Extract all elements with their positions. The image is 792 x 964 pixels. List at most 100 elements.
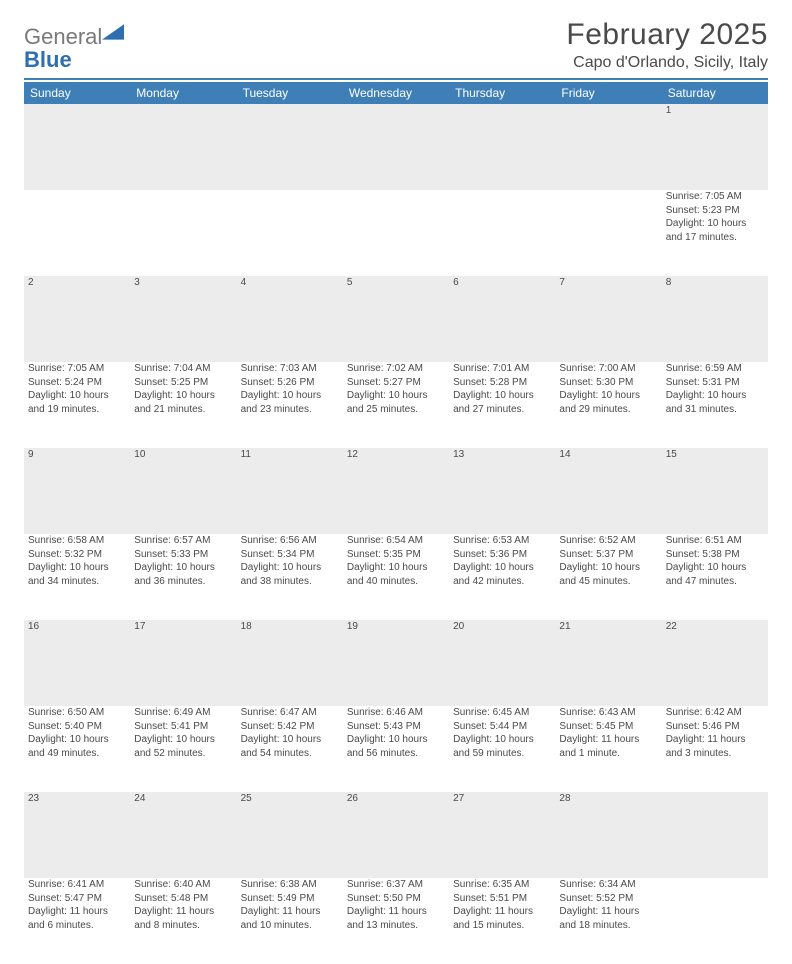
- week-row: Sunrise: 6:58 AMSunset: 5:32 PMDaylight:…: [24, 534, 768, 620]
- week-row: Sunrise: 6:50 AMSunset: 5:40 PMDaylight:…: [24, 706, 768, 792]
- daylight-text: Daylight: 10 hours: [28, 733, 126, 747]
- day-cell: Sunrise: 6:40 AMSunset: 5:48 PMDaylight:…: [130, 878, 236, 964]
- sunrise-text: Sunrise: 6:41 AM: [28, 878, 126, 892]
- sunset-text: Sunset: 5:45 PM: [559, 720, 657, 734]
- sunset-text: Sunset: 5:35 PM: [347, 548, 445, 562]
- day-number-cell: 7: [555, 276, 661, 362]
- daylight-text: Daylight: 10 hours: [134, 733, 232, 747]
- day-number-cell: [237, 104, 343, 190]
- daylight-text: Daylight: 10 hours: [241, 389, 339, 403]
- day-number: 12: [347, 449, 358, 460]
- day-number-cell: [449, 104, 555, 190]
- sunrise-text: Sunrise: 6:51 AM: [666, 534, 764, 548]
- sunset-text: Sunset: 5:47 PM: [28, 892, 126, 906]
- sunset-text: Sunset: 5:50 PM: [347, 892, 445, 906]
- daylight-text: and 31 minutes.: [666, 403, 764, 417]
- daylight-text: Daylight: 11 hours: [453, 905, 551, 919]
- daynum-row: 2345678: [24, 276, 768, 362]
- day-number: 6: [453, 277, 459, 288]
- daylight-text: and 59 minutes.: [453, 747, 551, 761]
- day-number: 17: [134, 621, 145, 632]
- day-cell: Sunrise: 7:04 AMSunset: 5:25 PMDaylight:…: [130, 362, 236, 448]
- daylight-text: Daylight: 10 hours: [453, 389, 551, 403]
- day-number-cell: 5: [343, 276, 449, 362]
- weekday-header: Monday: [130, 82, 236, 104]
- day-number-cell: 8: [662, 276, 768, 362]
- day-number-cell: 27: [449, 792, 555, 878]
- day-cell: Sunrise: 6:56 AMSunset: 5:34 PMDaylight:…: [237, 534, 343, 620]
- day-number: 20: [453, 621, 464, 632]
- day-number-cell: 20: [449, 620, 555, 706]
- sunrise-text: Sunrise: 7:05 AM: [28, 362, 126, 376]
- day-number: 13: [453, 449, 464, 460]
- daylight-text: and 56 minutes.: [347, 747, 445, 761]
- sunrise-text: Sunrise: 6:50 AM: [28, 706, 126, 720]
- daylight-text: and 42 minutes.: [453, 575, 551, 589]
- daylight-text: and 34 minutes.: [28, 575, 126, 589]
- daylight-text: Daylight: 10 hours: [347, 733, 445, 747]
- sunset-text: Sunset: 5:38 PM: [666, 548, 764, 562]
- day-number: 10: [134, 449, 145, 460]
- day-number: 25: [241, 793, 252, 804]
- sunset-text: Sunset: 5:24 PM: [28, 376, 126, 390]
- day-number-cell: 23: [24, 792, 130, 878]
- daylight-text: and 15 minutes.: [453, 919, 551, 933]
- day-cell: Sunrise: 6:37 AMSunset: 5:50 PMDaylight:…: [343, 878, 449, 964]
- sunset-text: Sunset: 5:27 PM: [347, 376, 445, 390]
- sunrise-text: Sunrise: 7:00 AM: [559, 362, 657, 376]
- sunset-text: Sunset: 5:23 PM: [666, 204, 764, 218]
- daylight-text: Daylight: 10 hours: [134, 389, 232, 403]
- sunrise-text: Sunrise: 6:52 AM: [559, 534, 657, 548]
- week-row: Sunrise: 6:41 AMSunset: 5:47 PM Daylight:…: [24, 878, 768, 964]
- day-cell: Sunrise: 6:34 AMSunset: 5:52 PMDaylight:…: [555, 878, 661, 964]
- daylight-text: and 27 minutes.: [453, 403, 551, 417]
- sunrise-text: Sunrise: 6:53 AM: [453, 534, 551, 548]
- day-number: 11: [241, 449, 251, 460]
- daylight-text: Daylight: 10 hours: [134, 561, 232, 575]
- brand-logo: General Blue: [24, 18, 124, 71]
- weekday-header: Tuesday: [237, 82, 343, 104]
- sunset-text: Sunset: 5:25 PM: [134, 376, 232, 390]
- day-cell: [130, 190, 236, 276]
- daylight-text: Daylight: 10 hours: [666, 389, 764, 403]
- sunset-text: Sunset: 5:31 PM: [666, 376, 764, 390]
- daylight-text: and 1 minute.: [559, 747, 657, 761]
- day-number: 26: [347, 793, 358, 804]
- sunrise-text: Sunrise: 6:59 AM: [666, 362, 764, 376]
- daylight-text: and 17 minutes.: [666, 231, 764, 245]
- daylight-text: and 19 minutes.: [28, 403, 126, 417]
- day-cell: Sunrise: 6:51 AMSunset: 5:38 PMDaylight:…: [662, 534, 768, 620]
- daynum-row: 1: [24, 104, 768, 190]
- page-title: February 2025: [566, 18, 768, 52]
- day-number-cell: 28: [555, 792, 661, 878]
- day-number-cell: 26: [343, 792, 449, 878]
- day-number: 28: [559, 793, 570, 804]
- sunrise-text: Sunrise: 7:02 AM: [347, 362, 445, 376]
- weekday-header-row: Sunday Monday Tuesday Wednesday Thursday…: [24, 82, 768, 104]
- day-number-cell: 19: [343, 620, 449, 706]
- day-number-cell: 12: [343, 448, 449, 534]
- sunrise-text: Sunrise: 6:46 AM: [347, 706, 445, 720]
- logo-triangle-icon: [102, 22, 124, 44]
- day-cell: [24, 190, 130, 276]
- sunset-text: Sunset: 5:30 PM: [559, 376, 657, 390]
- sunrise-text: Sunrise: 6:37 AM: [347, 878, 445, 892]
- day-cell: Sunrise: 6:47 AMSunset: 5:42 PMDaylight:…: [237, 706, 343, 792]
- day-cell: Sunrise: 6:41 AMSunset: 5:47 PMDaylight:…: [24, 878, 130, 964]
- daynum-row: 232425262728: [24, 792, 768, 878]
- day-cell: [662, 878, 768, 964]
- day-cell: [449, 190, 555, 276]
- day-number: 22: [666, 621, 677, 632]
- daylight-text: Daylight: 11 hours: [241, 905, 339, 919]
- day-number: 3: [134, 277, 140, 288]
- day-number: 19: [347, 621, 358, 632]
- daylight-text: Daylight: 10 hours: [453, 733, 551, 747]
- day-number: 15: [666, 449, 677, 460]
- daylight-text: and 8 minutes.: [134, 919, 232, 933]
- calendar-table: Sunday Monday Tuesday Wednesday Thursday…: [24, 82, 768, 964]
- day-number-cell: 2: [24, 276, 130, 362]
- sunrise-text: Sunrise: 7:03 AM: [241, 362, 339, 376]
- daylight-text: Daylight: 11 hours: [347, 905, 445, 919]
- sunset-text: Sunset: 5:36 PM: [453, 548, 551, 562]
- sunset-text: Sunset: 5:42 PM: [241, 720, 339, 734]
